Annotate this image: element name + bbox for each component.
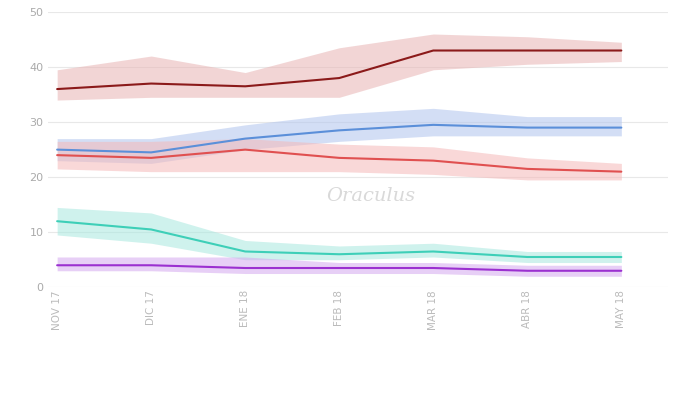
- Text: Oraculus: Oraculus: [326, 188, 415, 205]
